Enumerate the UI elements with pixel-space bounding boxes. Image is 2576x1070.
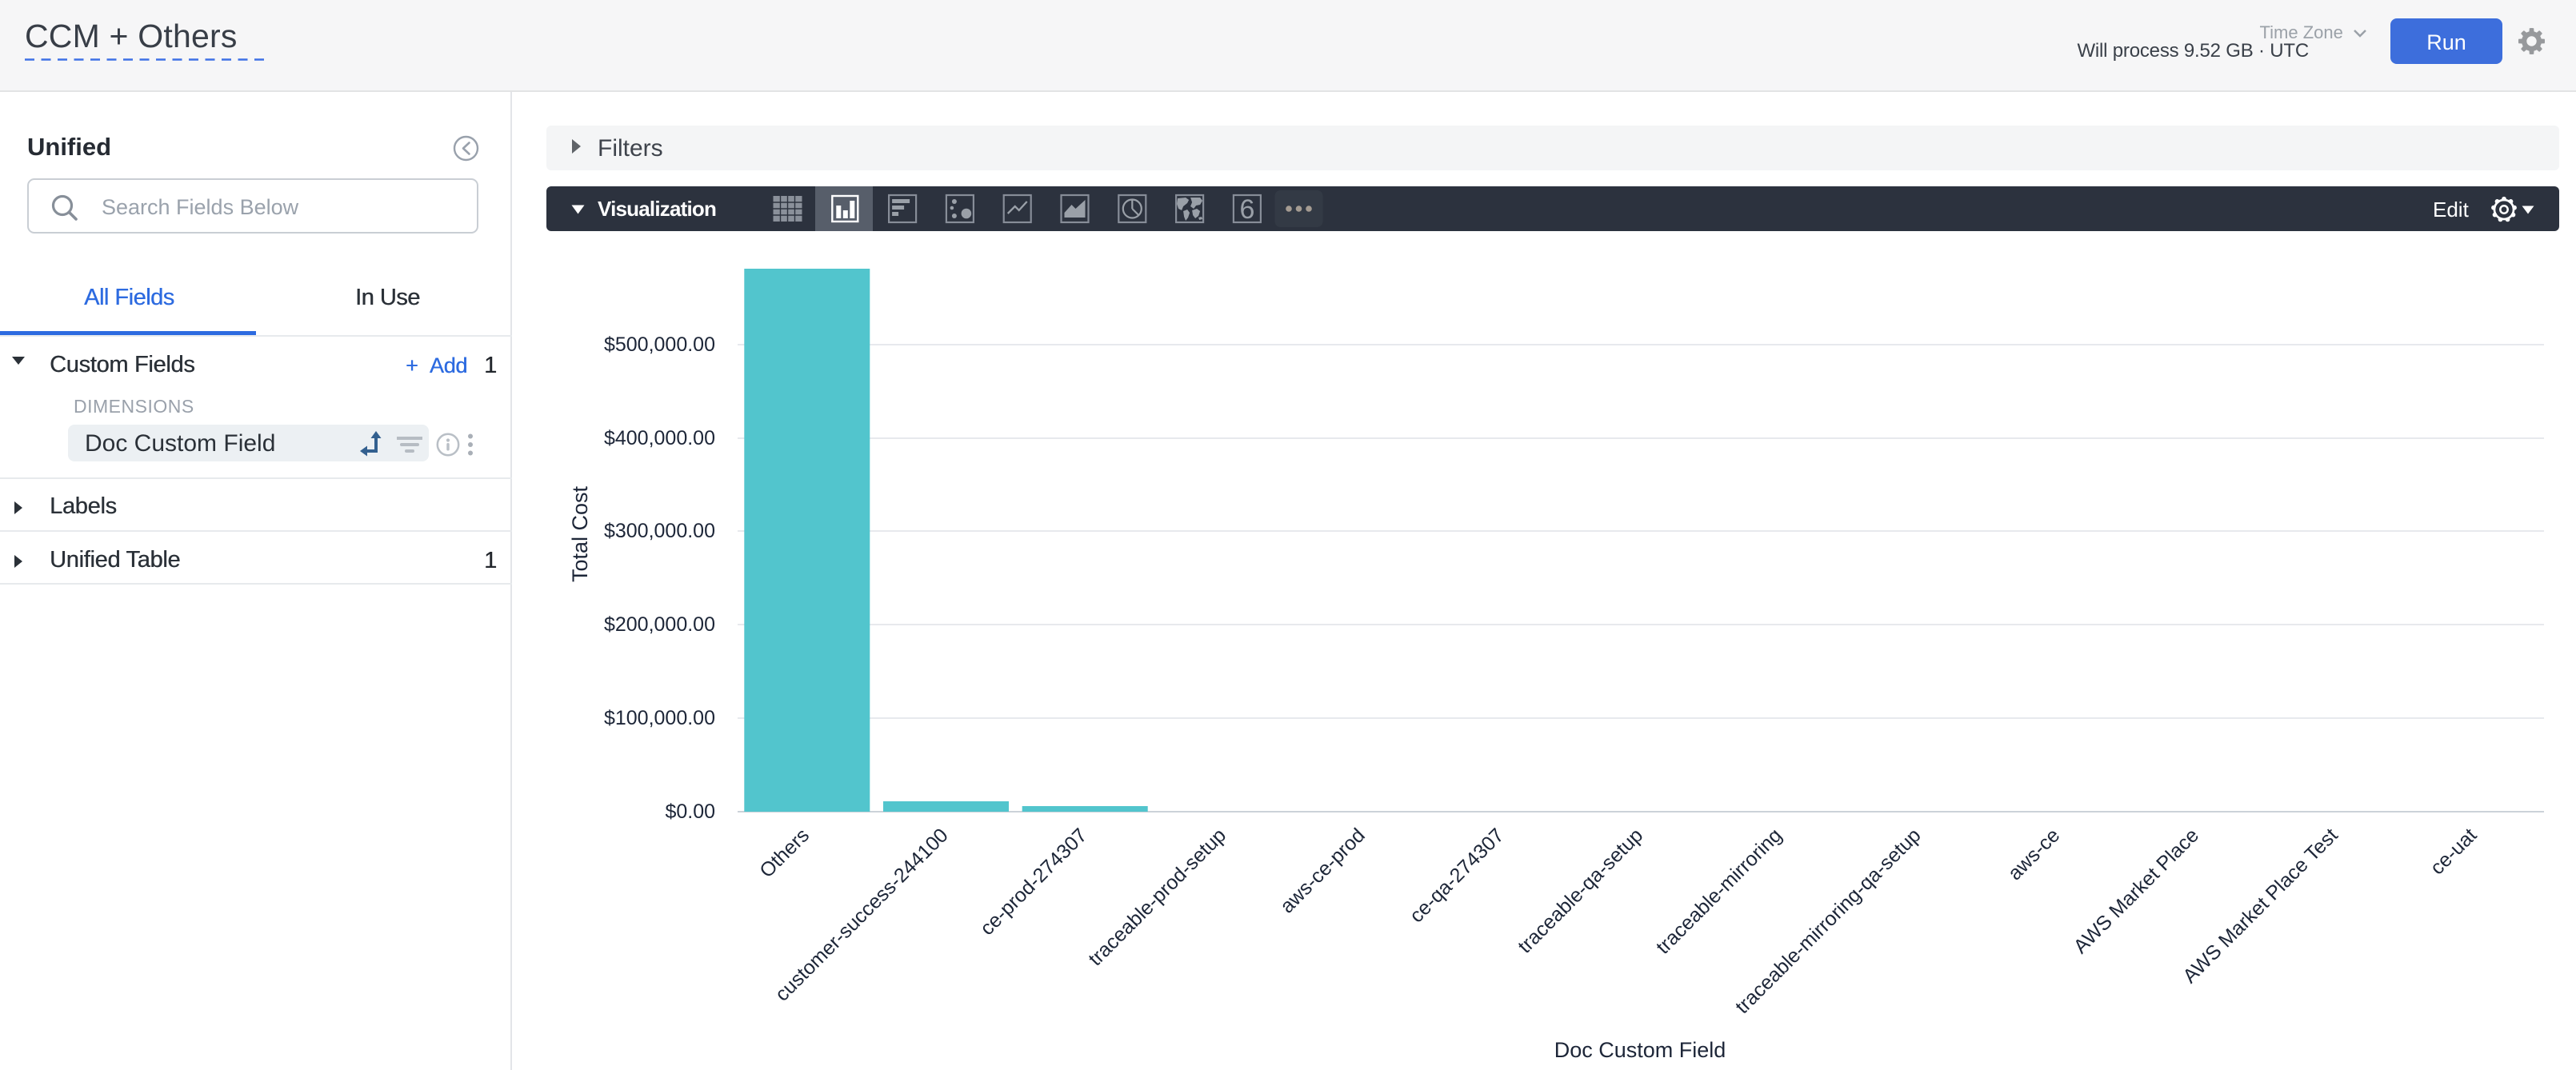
svg-text:ce-prod-274307: ce-prod-274307 (976, 824, 1092, 940)
svg-text:$300,000.00: $300,000.00 (604, 520, 715, 542)
svg-text:6: 6 (1239, 194, 1254, 225)
svg-text:traceable-prod-setup: traceable-prod-setup (1084, 824, 1230, 970)
svg-text:$200,000.00: $200,000.00 (604, 613, 715, 636)
svg-text:AWS Market Place: AWS Market Place (2070, 824, 2203, 957)
svg-text:Doc Custom Field: Doc Custom Field (1554, 1038, 1726, 1062)
svg-text:ce-qa-274307: ce-qa-274307 (1406, 824, 1509, 927)
svg-text:$0.00: $0.00 (665, 801, 715, 823)
svg-text:aws-ce-prod: aws-ce-prod (1276, 824, 1370, 917)
svg-text:$500,000.00: $500,000.00 (604, 333, 715, 356)
svg-text:Others: Others (755, 824, 814, 882)
svg-text:AWS Market Place Test: AWS Market Place Test (2178, 824, 2342, 988)
svg-text:$100,000.00: $100,000.00 (604, 707, 715, 729)
svg-text:traceable-qa-setup: traceable-qa-setup (1514, 824, 1647, 957)
svg-text:traceable-mirroring: traceable-mirroring (1652, 824, 1786, 958)
svg-text:aws-ce: aws-ce (2004, 824, 2065, 884)
svg-text:ce-uat: ce-uat (2426, 824, 2482, 879)
svg-text:$400,000.00: $400,000.00 (604, 427, 715, 449)
svg-text:Total Cost: Total Cost (568, 485, 592, 582)
